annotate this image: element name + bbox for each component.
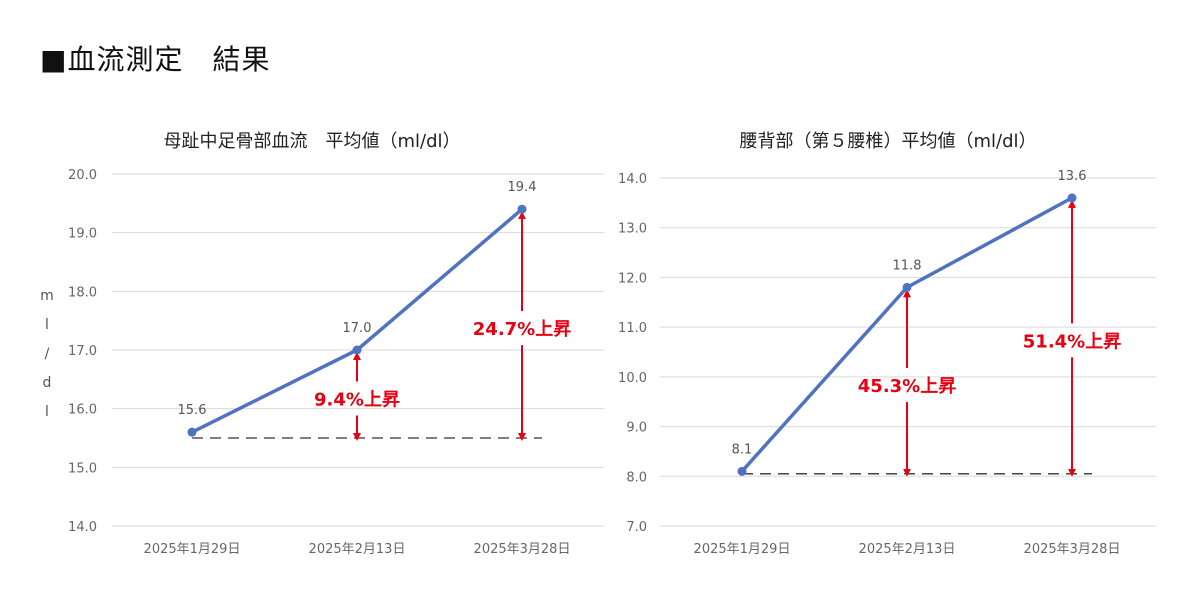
left-ylabel-char: /	[45, 346, 50, 362]
chart-title-right: 腰背部（第５腰椎）平均値（ml/dl）	[739, 131, 1037, 152]
left-data-label: 17.0	[343, 321, 372, 336]
left-xtick-label: 2025年1月29日	[144, 542, 241, 557]
left-ytick-label: 16.0	[68, 403, 97, 418]
left-ylabel-char: m	[40, 288, 54, 304]
left-ylabel-char: l	[45, 404, 49, 420]
left-ylabel-char: l	[45, 317, 49, 333]
left-data-point	[517, 204, 527, 214]
left-data-point	[187, 427, 197, 437]
left-ylabel-char: d	[43, 375, 52, 391]
left-data-label: 15.6	[178, 403, 207, 418]
left-ytick-label: 19.0	[68, 227, 97, 242]
left-data-point	[352, 345, 362, 355]
page-title: ■血流測定 結果	[40, 43, 271, 76]
left-data-label: 19.4	[508, 180, 537, 195]
left-ytick-label: 20.0	[68, 168, 97, 183]
chart-title-left: 母趾中足骨部血流 平均値（ml/dl）	[163, 131, 461, 152]
left-ytick-label: 14.0	[68, 520, 97, 535]
left-ytick-label: 17.0	[68, 344, 97, 359]
left-xtick-label: 2025年3月28日	[474, 542, 571, 557]
left-increase-label: 9.4%上昇	[314, 390, 400, 411]
left-increase-label: 24.7%上昇	[473, 319, 571, 340]
left-ytick-label: 15.0	[68, 461, 97, 476]
left-ytick-label: 18.0	[68, 285, 97, 300]
left-xtick-label: 2025年2月13日	[309, 542, 406, 557]
